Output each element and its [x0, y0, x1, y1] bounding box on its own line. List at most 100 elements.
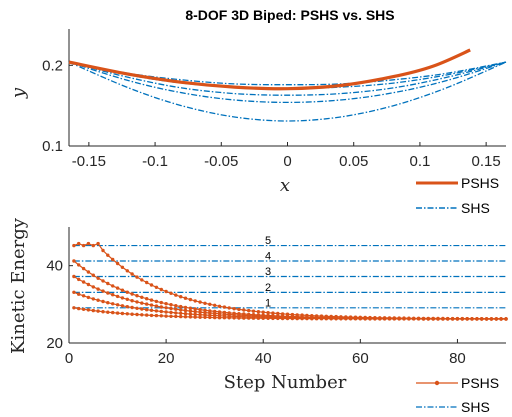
bottom-legend: PSHS SHS: [416, 375, 499, 415]
pshs-energy-point: [145, 302, 149, 306]
x-tick-label: -0.1: [142, 153, 168, 170]
top-x-ticks: -0.15 -0.1 -0.05 0 0.05 0.1 0.15: [72, 142, 501, 170]
pshs-energy-point: [149, 303, 154, 307]
pshs-energy-point: [149, 298, 154, 302]
pshs-energy-point: [179, 314, 183, 319]
pshs-energy-point: [96, 298, 100, 302]
pshs-energy-point: [305, 313, 309, 318]
pshs-energy-point: [115, 261, 120, 266]
pshs-energy-point: [266, 313, 270, 318]
x-tick-label: -0.05: [204, 153, 238, 170]
y-tick-label: 0.2: [42, 57, 63, 74]
pshs-energy-point: [101, 289, 105, 293]
pshs-energy-point: [140, 301, 144, 305]
pshs-energy-point: [193, 315, 197, 319]
bottom-x-axis-label: Step Number: [224, 372, 347, 393]
pshs-energy-point: [407, 316, 411, 320]
pshs-energy-point: [130, 292, 134, 296]
pshs-energy-point: [86, 308, 91, 312]
pshs-energy-point: [72, 243, 76, 248]
pshs-energy-point: [120, 288, 125, 292]
pshs-energy-point: [387, 316, 392, 320]
pshs-energy-point: [203, 313, 207, 317]
pshs-energy-point: [111, 284, 115, 288]
pshs-energy-point: [130, 299, 134, 303]
level-number-label: 4: [265, 251, 271, 263]
pshs-energy-point: [91, 285, 96, 289]
pshs-energy-point: [198, 310, 202, 314]
pshs-energy-point: [300, 313, 304, 317]
pshs-energy-point: [164, 310, 168, 314]
pshs-energy-point: [193, 299, 197, 303]
pshs-energy-point: [363, 315, 367, 320]
pshs-energy-point: [217, 310, 222, 314]
pshs-energy-point: [266, 311, 270, 315]
level-number-label: 2: [265, 282, 271, 294]
pshs-energy-point: [480, 317, 484, 321]
pshs-energy-point: [169, 291, 173, 295]
shs-trajectory-line: [68, 61, 507, 96]
pshs-energy-point: [251, 309, 256, 313]
pshs-energy-point: [237, 312, 241, 316]
pshs-energy-point: [188, 297, 193, 302]
pshs-energy-point: [358, 315, 362, 319]
pshs-energy-point: [96, 276, 100, 280]
top-y-ticks: 0.1 0.2: [42, 57, 73, 155]
pshs-energy-point: [198, 307, 202, 312]
pshs-energy-point: [188, 315, 193, 319]
level-number-label: 3: [265, 266, 271, 278]
pshs-energy-point: [208, 302, 212, 306]
pshs-energy-point: [353, 315, 358, 319]
pshs-energy-point: [256, 313, 261, 317]
pshs-energy-point: [271, 311, 275, 315]
pshs-energy-point: [431, 316, 435, 321]
pshs-energy-point: [290, 312, 295, 317]
pshs-energy-point: [91, 297, 96, 301]
pshs-energy-point: [77, 263, 81, 267]
pshs-energy-point: [169, 314, 173, 318]
pshs-energy-point: [115, 311, 120, 315]
pshs-energy-point: [169, 310, 173, 315]
pshs-energy-point: [145, 297, 149, 301]
pshs-energy-point: [198, 300, 202, 304]
pshs-energy-point: [242, 308, 246, 312]
y-tick-label: 40: [46, 258, 63, 275]
pshs-energy-point: [179, 311, 183, 315]
pshs-energy-point: [193, 312, 197, 317]
x-tick-label: 0.05: [339, 153, 368, 170]
pshs-energy-point: [348, 315, 353, 319]
pshs-energy-point: [106, 291, 110, 295]
pshs-energy-point: [188, 309, 193, 313]
pshs-energy-point: [159, 314, 163, 318]
pshs-energy-point: [159, 305, 163, 309]
top-x-axis-label: x: [280, 175, 290, 196]
pshs-energy-point: [164, 306, 168, 310]
pshs-energy-point: [101, 279, 105, 283]
pshs-energy-point: [130, 312, 134, 316]
pshs-energy-point: [101, 299, 105, 304]
pshs-energy-point: [96, 241, 100, 246]
pshs-energy-point: [81, 307, 86, 311]
pshs-energy-point: [149, 283, 154, 287]
pshs-energy-point: [77, 292, 81, 296]
pshs-energy-point: [402, 316, 406, 320]
bottom-shs-series-group: [73, 244, 506, 309]
pshs-energy-point: [174, 307, 178, 311]
pshs-energy-point: [145, 313, 149, 317]
pshs-energy-point: [101, 248, 105, 253]
shs-trajectory-line: [68, 61, 507, 122]
pshs-energy-point: [77, 241, 81, 246]
pshs-energy-point: [111, 302, 115, 306]
pshs-energy-point: [455, 316, 460, 321]
pshs-energy-point: [130, 272, 134, 276]
pshs-energy-point: [198, 315, 202, 319]
pshs-energy-point: [91, 308, 96, 313]
pshs-energy-point: [319, 314, 324, 318]
pshs-energy-point: [183, 296, 188, 300]
pshs-energy-point: [145, 308, 149, 312]
pshs-energy-point: [111, 257, 115, 262]
pshs-energy-point: [188, 312, 193, 316]
top-legend: PSHS SHS: [416, 175, 499, 216]
pshs-energy-point: [72, 259, 76, 263]
level-number-label: 1: [265, 297, 271, 309]
